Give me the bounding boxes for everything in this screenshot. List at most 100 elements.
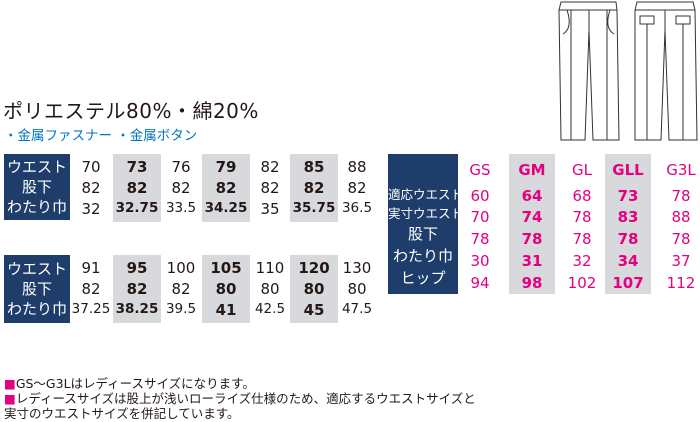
label-waist: ウエスト xyxy=(6,260,67,278)
cell-waist: 70 xyxy=(81,158,101,176)
cell-thigh: 38.25 xyxy=(115,301,159,317)
cell-thigh: 36.5 xyxy=(341,200,373,216)
cell-value: 73 xyxy=(617,187,639,205)
cell-waist: 91 xyxy=(81,259,101,277)
cell-value: 88 xyxy=(671,208,691,226)
cell-waist: 88 xyxy=(347,158,367,176)
cell-waist: 85 xyxy=(303,158,325,176)
cell-waist: 73 xyxy=(126,158,148,176)
mens-table-2-header: ウエスト 股下 わたり巾 xyxy=(4,255,70,323)
cell-value: 64 xyxy=(521,187,543,205)
cell-inseam: 80 xyxy=(260,280,280,298)
size-header: GLL xyxy=(612,161,644,179)
cell-value: 31 xyxy=(521,252,543,270)
cell-value: 70 xyxy=(470,208,490,226)
cell-inseam: 82 xyxy=(260,179,280,197)
label-actual-waist: 実寸ウエスト xyxy=(388,206,464,221)
cell-waist: 95 xyxy=(126,259,148,277)
cell-value: 78 xyxy=(521,230,543,248)
pants-front-outline xyxy=(558,1,620,141)
label-thigh: わたり巾 xyxy=(6,198,67,216)
cell-thigh: 33.5 xyxy=(165,200,197,216)
ladies-table-highlight-gll xyxy=(605,154,651,294)
cell-inseam: 82 xyxy=(171,280,191,298)
cell-inseam: 82 xyxy=(81,179,101,197)
cell-value: 102 xyxy=(567,274,597,292)
cell-inseam: 82 xyxy=(347,179,367,197)
ladies-table-highlight-gm xyxy=(509,154,555,294)
label-hip: ヒップ xyxy=(400,269,446,287)
cell-thigh: 39.5 xyxy=(165,301,197,317)
cell-waist: 130 xyxy=(342,259,372,277)
cell-value: 78 xyxy=(572,208,592,226)
mens-table-1-header: ウエスト 股下 わたり巾 xyxy=(4,154,70,220)
cell-inseam: 82 xyxy=(171,179,191,197)
size-header: GM xyxy=(518,161,546,179)
cell-waist: 76 xyxy=(171,158,191,176)
cell-thigh: 34.25 xyxy=(204,200,248,216)
label-inseam: 股下 xyxy=(407,225,438,243)
label-inseam: 股下 xyxy=(21,178,52,196)
cell-value: 30 xyxy=(470,252,490,270)
cell-thigh: 32.75 xyxy=(115,200,159,216)
note-1-text: GS～G3Lはレディースサイズになります。 xyxy=(15,376,255,391)
cell-thigh: 37.25 xyxy=(71,301,111,317)
mens-table-1-highlight-79 xyxy=(202,154,250,222)
cell-inseam: 82 xyxy=(126,280,148,298)
mens-table-1-highlight-73 xyxy=(113,154,161,222)
note-1: ■GS～G3Lはレディースサイズになります。 xyxy=(4,373,255,392)
note-2-text: レディースサイズは股上が浅いローライズ仕様のため、適応するウエストサイズと xyxy=(15,391,476,406)
note-3: 実寸のウエストサイズを併記しています。 xyxy=(4,403,240,422)
cell-value: 83 xyxy=(617,208,639,226)
mens-table-2-highlight-120 xyxy=(290,255,338,323)
label-thigh: わたり巾 xyxy=(6,300,67,318)
pants-back-outline xyxy=(634,1,698,141)
label-thigh: わたり巾 xyxy=(392,247,453,265)
cell-thigh: 45 xyxy=(303,301,325,319)
cell-thigh: 32 xyxy=(81,200,101,218)
note-3-text: 実寸のウエストサイズを併記しています。 xyxy=(4,406,240,421)
cell-value: 68 xyxy=(572,187,592,205)
label-adapted-waist: 適応ウエスト xyxy=(388,187,464,202)
note-marker: ■ xyxy=(4,376,16,391)
cell-inseam: 82 xyxy=(81,280,101,298)
cell-waist: 110 xyxy=(255,259,285,277)
cell-thigh: 41 xyxy=(215,301,237,319)
cell-waist: 79 xyxy=(215,158,237,176)
cell-value: 37 xyxy=(671,252,691,270)
cell-waist: 105 xyxy=(210,259,242,277)
cell-value: 107 xyxy=(612,274,644,292)
size-header: GS xyxy=(469,161,491,179)
note-marker: ■ xyxy=(4,391,16,406)
mens-table-1-highlight-85 xyxy=(290,154,338,222)
cell-value: 112 xyxy=(666,274,696,292)
cell-inseam: 80 xyxy=(215,280,237,298)
mens-table-2-highlight-95 xyxy=(113,255,161,323)
pants-illustration xyxy=(558,1,698,141)
cell-value: 78 xyxy=(470,230,490,248)
cell-value: 74 xyxy=(521,208,543,226)
cell-value: 78 xyxy=(671,230,691,248)
cell-inseam: 82 xyxy=(215,179,237,197)
cell-inseam: 82 xyxy=(126,179,148,197)
label-inseam: 股下 xyxy=(21,280,52,298)
cell-value: 78 xyxy=(617,230,639,248)
cell-inseam: 80 xyxy=(303,280,325,298)
cell-value: 32 xyxy=(572,252,592,270)
cell-value: 98 xyxy=(521,274,543,292)
cell-value: 94 xyxy=(470,274,490,292)
label-waist: ウエスト xyxy=(6,158,67,176)
cell-thigh: 42.5 xyxy=(254,301,286,317)
ladies-table-header: 適応ウエスト 実寸ウエスト 股下 わたり巾 ヒップ xyxy=(388,154,464,294)
feature-list: ・金属ファスナー ・金属ボタン xyxy=(4,128,198,144)
cell-waist: 82 xyxy=(260,158,280,176)
material-composition: ポリエステル80%・綿20% xyxy=(3,99,259,123)
cell-waist: 120 xyxy=(298,259,330,277)
cell-thigh: 47.5 xyxy=(341,301,373,317)
cell-value: 60 xyxy=(470,187,490,205)
note-2: ■レディースサイズは股上が浅いローライズ仕様のため、適応するウエストサイズと xyxy=(4,388,476,407)
mens-table-2-highlight-105 xyxy=(202,255,250,323)
cell-inseam: 80 xyxy=(347,280,367,298)
cell-value: 78 xyxy=(572,230,592,248)
cell-thigh: 35.75 xyxy=(292,200,336,216)
